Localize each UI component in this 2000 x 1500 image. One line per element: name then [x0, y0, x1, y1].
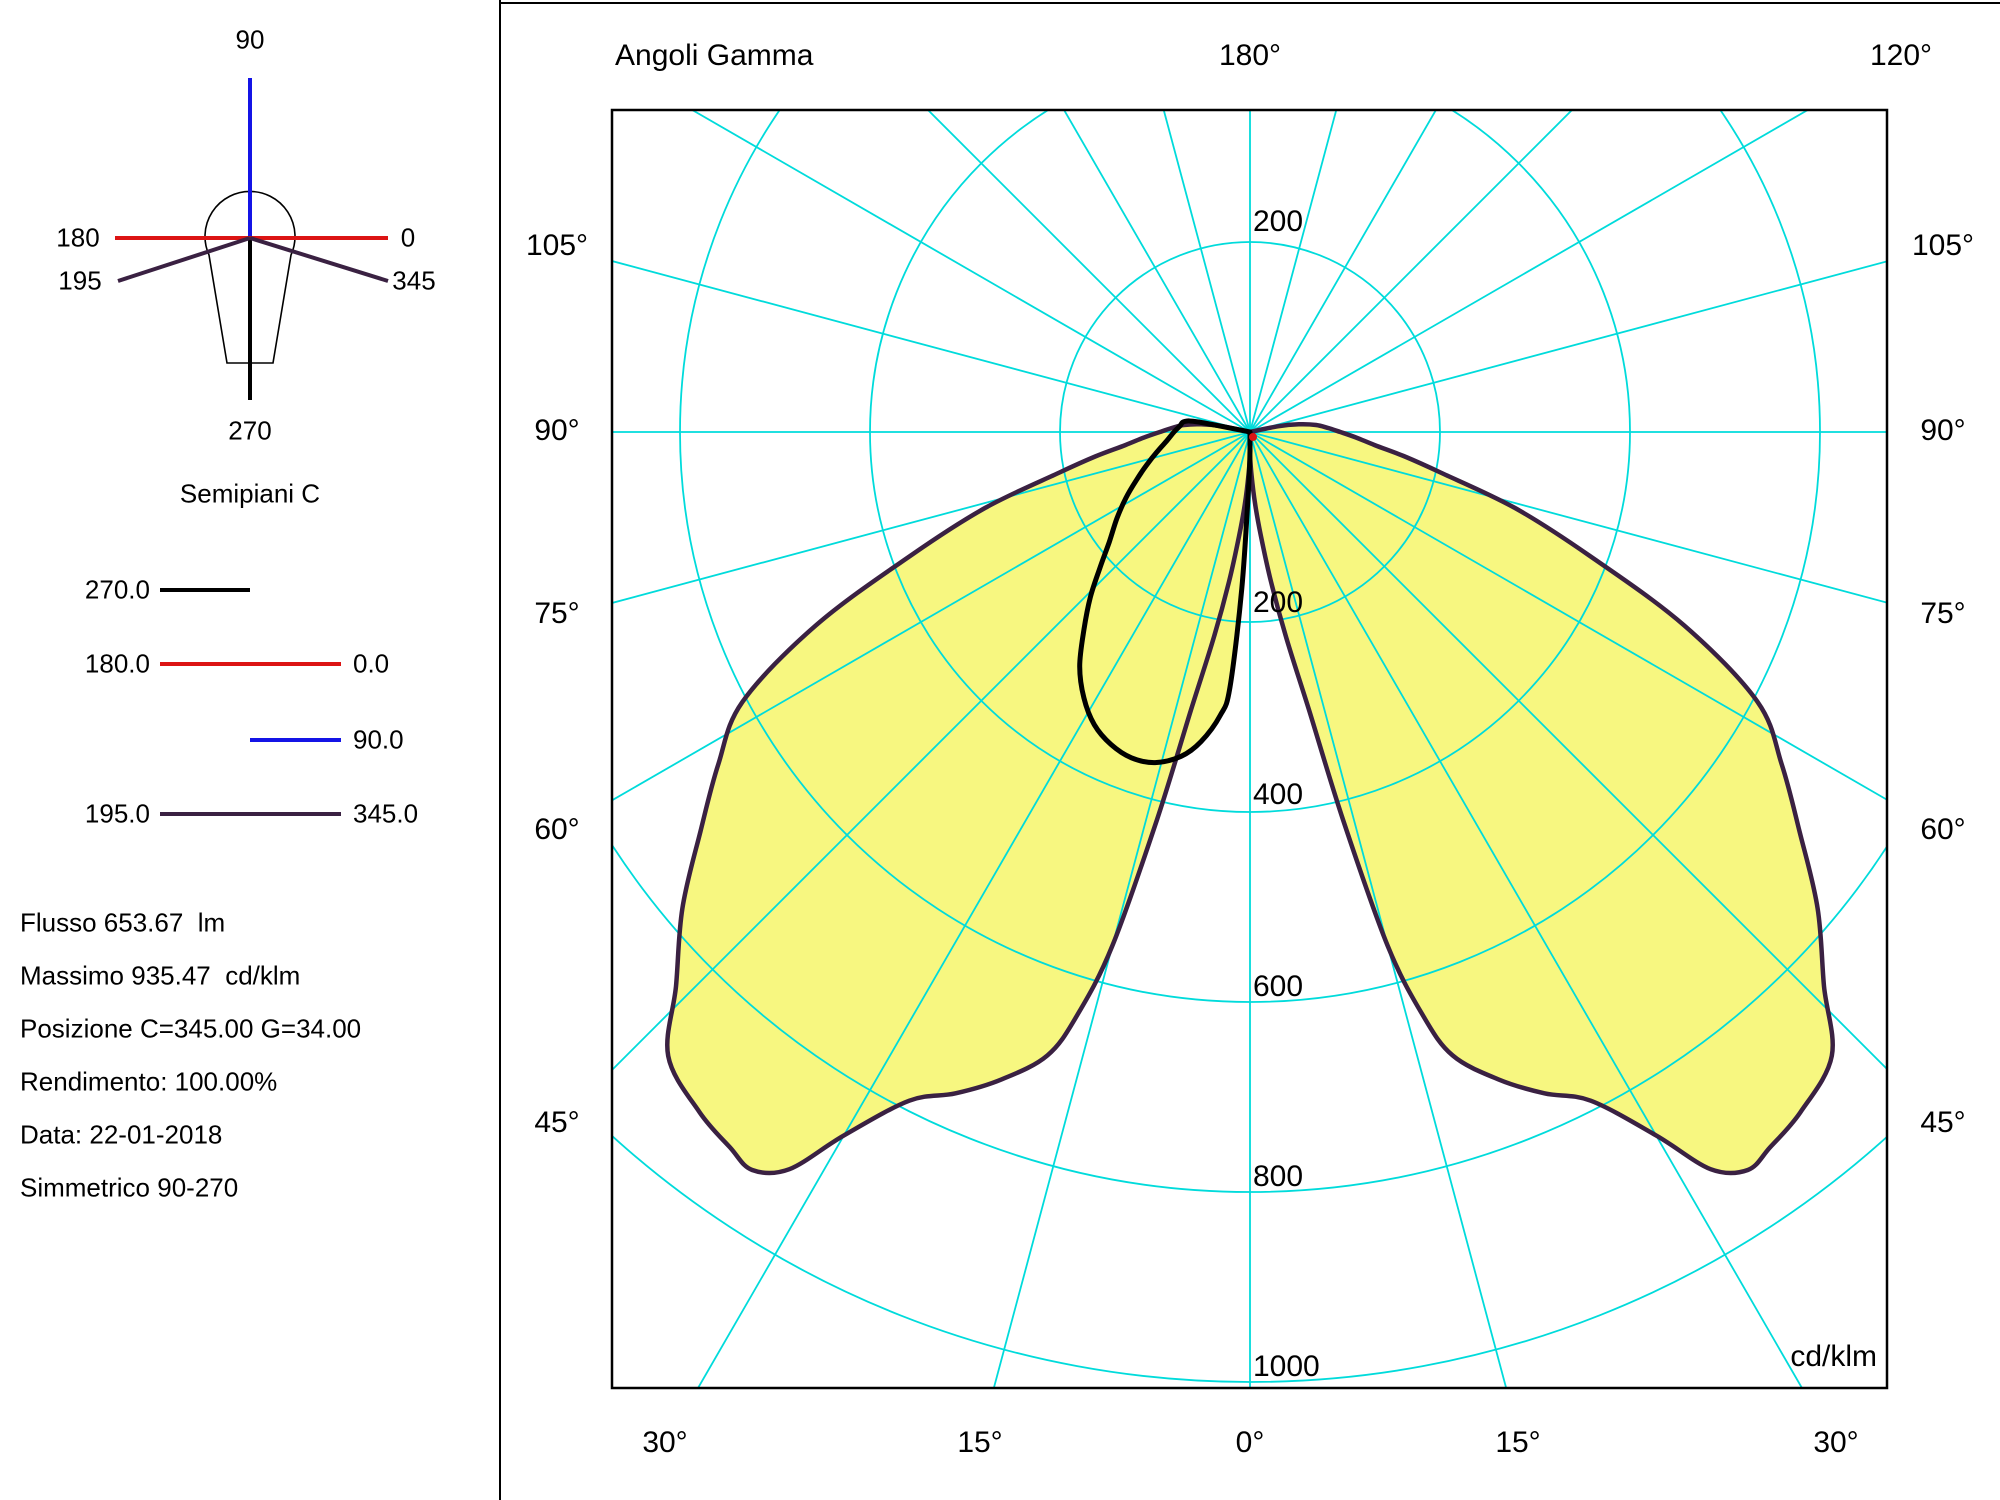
grid-ray [992, 431, 1251, 1388]
grid-ring [612, 1134, 1887, 1383]
grid-ray [612, 431, 1251, 604]
grid-ray [927, 110, 1251, 433]
gamma-label-right: 60° [1920, 813, 1966, 846]
info-rendimento: Rendimento: 100.00% [20, 1066, 278, 1097]
unit-label: cd/klm [1790, 1340, 1877, 1373]
semipiani-label-0: 0 [400, 222, 416, 253]
grid-ring [869, 110, 1631, 813]
grid-ray [1162, 110, 1251, 433]
legend-label-270: 270.0 [84, 574, 150, 605]
grid-ray [1249, 431, 1887, 1070]
gamma-label-bottom: 30° [1813, 1426, 1859, 1459]
gamma-label-bottom: 0° [1235, 1426, 1265, 1459]
gamma-label-right: 90° [1920, 414, 1966, 447]
semipiani-label-345: 345 [392, 265, 436, 296]
c195-axis-line [117, 236, 251, 283]
info-flusso: Flusso 653.67 lm [20, 907, 226, 938]
semipiani-label-270: 270 [228, 415, 272, 446]
gamma-label-top-120: 120° [1869, 39, 1933, 72]
gamma-label-bottom: 15° [1495, 1426, 1541, 1459]
grid-ray [1249, 431, 1803, 1388]
grid-ray [612, 431, 1251, 802]
info-massimo: Massimo 935.47 cd/klm [20, 960, 301, 991]
grid-ray [1249, 110, 1573, 433]
info-data: Data: 22-01-2018 [20, 1119, 223, 1150]
chart-frame [610, 108, 1889, 1390]
gamma-label-right: 45° [1920, 1106, 1966, 1139]
gamma-label-left: 45° [534, 1106, 580, 1139]
semipiani-label-195: 195 [58, 265, 102, 296]
gamma-label-bottom: 15° [957, 1426, 1003, 1459]
semipiani-label-180: 180 [56, 222, 100, 253]
gamma-label-right: 75° [1920, 597, 1966, 630]
chart-title: Angoli Gamma [615, 39, 814, 72]
legend-label-195: 195.0 [84, 798, 150, 829]
polar-grid [612, 110, 1887, 1388]
grid-ray [1063, 110, 1251, 433]
legend-label-345: 345.0 [353, 798, 419, 829]
semipiani-c-diagram [115, 78, 389, 400]
c195-345-curve-fill [667, 424, 1833, 1174]
grid-ray [697, 431, 1251, 1388]
legend-line-0-180 [160, 662, 341, 666]
ring-value-label: 600 [1253, 970, 1304, 1003]
grid-ray [1249, 110, 1338, 433]
window-top-border [499, 2, 2000, 4]
luminaire-icon [204, 190, 296, 364]
semipiani-title: Semipiani C [179, 478, 321, 509]
gamma-label-bottom: 30° [642, 1426, 688, 1459]
legend-label-90: 90.0 [353, 724, 404, 755]
window-divider [499, 0, 501, 1500]
legend-line-270 [160, 588, 250, 592]
ring-value-label: 200 [1253, 205, 1304, 238]
grid-ray [691, 110, 1251, 433]
grid-ray [1249, 260, 1887, 433]
info-simmetrico: Simmetrico 90-270 [20, 1172, 239, 1203]
c270-curve-outline [1077, 418, 1253, 766]
grid-ring [1059, 241, 1441, 623]
grid-ray [1249, 110, 1809, 433]
gamma-label-left: 60° [534, 813, 580, 846]
semipiani-label-90: 90 [235, 24, 265, 55]
grid-ray [1249, 431, 1887, 604]
legend-label-180: 180.0 [84, 648, 150, 679]
gamma-label-right: 105° [1911, 229, 1975, 262]
gamma-label-left: 75° [534, 597, 580, 630]
ring-value-label: 1000 [1253, 1350, 1320, 1383]
ring-value-label: 800 [1253, 1160, 1304, 1193]
grid-ray [612, 431, 1251, 1071]
gamma-label-left: 90° [534, 414, 580, 447]
legend-line-90 [250, 738, 341, 742]
ring-value-label: 200 [1253, 586, 1304, 619]
gamma-label-left: 105° [525, 229, 589, 262]
grid-ray [1249, 110, 1437, 433]
grid-ring [612, 843, 1887, 1193]
ring-value-label: 400 [1253, 778, 1304, 811]
grid-ray [1249, 431, 1887, 801]
c345-axis-line [249, 236, 389, 283]
info-posizione: Posizione C=345.00 G=34.00 [20, 1013, 362, 1044]
grid-ring [679, 110, 1821, 1003]
grid-ray [1249, 431, 1508, 1388]
grid-ray [612, 260, 1251, 433]
c0-180-curve-point [1249, 433, 1257, 441]
legend-line-195-345 [160, 812, 341, 816]
gamma-label-top-180: 180° [1218, 39, 1282, 72]
legend-label-0: 0.0 [353, 648, 390, 679]
